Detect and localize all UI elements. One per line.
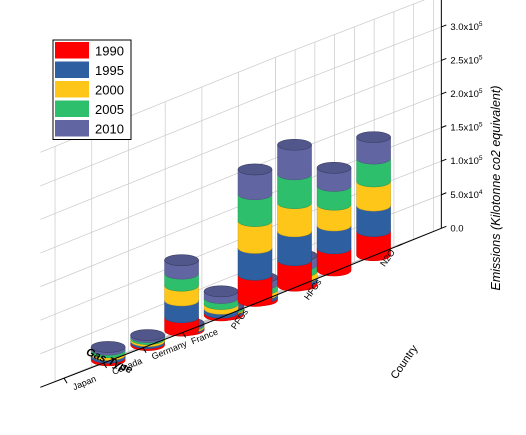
bars [90, 131, 391, 367]
cylinder-N2O-France [356, 131, 391, 262]
legend-swatch-1995 [55, 61, 89, 78]
legend-swatch-1990 [55, 42, 89, 59]
cylinder-N2O-Germany [316, 161, 352, 277]
z-tick-exponent: 5 [479, 21, 483, 28]
cylinder-HFCs-Canada [203, 285, 239, 322]
cylinder-top [356, 131, 391, 143]
legend-label-1995: 1995 [95, 63, 124, 78]
country-tick [182, 332, 187, 338]
cylinder-top [237, 163, 273, 176]
cylinder-N2O-Japan [237, 163, 273, 307]
wall-grid-line [275, 0, 426, 58]
z-tick [441, 192, 447, 196]
wall-grid-line [40, 157, 276, 254]
legend-swatch-2000 [55, 81, 89, 98]
z-tick-label: 3.0x105 [450, 21, 483, 33]
wall-grid-line [40, 191, 276, 287]
z-axis-label: Emissions (Kilotonne co2 equivalent) [489, 86, 503, 291]
z-tick-exponent: 5 [479, 54, 483, 61]
wall-grid-line [275, 60, 442, 125]
wall-grid-line [275, 26, 442, 92]
legend-label-1990: 1990 [95, 44, 124, 59]
z-tick-exponent: 5 [479, 155, 483, 162]
cylinder-top [203, 285, 239, 298]
z-tick [441, 91, 447, 95]
legend-swatch-2005 [55, 100, 89, 117]
wall-grid-line [40, 258, 276, 355]
cylinder-top [277, 138, 312, 151]
z-tick-label: 1.0x105 [450, 155, 483, 167]
z-tick [441, 225, 447, 229]
z-tick-exponent: 5 [479, 88, 483, 95]
z-tick-exponent: 4 [479, 189, 483, 196]
wall-grid-line [40, 90, 276, 187]
country-tick [142, 347, 147, 353]
country-axis-line [40, 322, 207, 388]
z-tick-label: 2.5x105 [450, 54, 483, 66]
cylinder-top [130, 329, 165, 341]
country-tick-label: Japan [71, 374, 97, 392]
wall-grid-line [40, 224, 276, 321]
cylinder-N2O-Canada [277, 138, 312, 292]
z-tick [441, 58, 447, 61]
y-axis-label: Country [389, 343, 421, 382]
cylinder-top [316, 161, 352, 174]
legend: 1990 1995 2000 2005 2010 [52, 39, 132, 140]
legend-swatch-2010 [55, 120, 89, 137]
gas-tick [250, 303, 256, 306]
legend-label-2000: 2000 [95, 83, 124, 98]
gas-tick [397, 243, 403, 247]
cylinder-top [90, 341, 126, 353]
z-tick-label: 2.0x105 [450, 88, 483, 100]
country-tick [103, 362, 108, 369]
cylinder-top [164, 254, 199, 266]
gas-tick [323, 273, 330, 277]
z-tick-label: 1.5x105 [450, 122, 483, 134]
z-tick [441, 125, 447, 129]
z-tick-label: 0.0 [450, 223, 463, 234]
z-tick [441, 24, 447, 28]
country-tick [63, 377, 68, 384]
cylinder-HFCs-Japan [164, 254, 199, 337]
wall-grid-line [40, 124, 276, 220]
z-tick [441, 158, 447, 162]
legend-label-2005: 2005 [95, 102, 124, 117]
z-tick-exponent: 5 [479, 122, 483, 129]
z-tick-label: 5.0x104 [450, 189, 483, 201]
legend-label-2010: 2010 [95, 122, 124, 137]
